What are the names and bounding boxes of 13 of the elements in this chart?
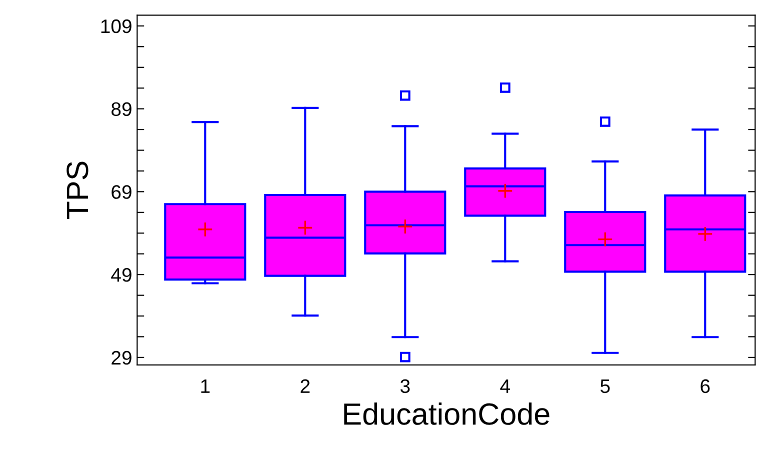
x-tick-label: 5 [600,380,610,394]
x-tick-label: 4 [500,380,510,393]
x-tick-label: 1 [201,380,210,393]
y-tick-label: 29 [112,350,132,365]
y-tick-label: 49 [111,268,132,282]
x-tick-label: 6 [700,379,710,394]
x-axis-title: EducationCode [344,402,550,425]
y-tick-label: 89 [112,102,132,116]
x-tick-label: 3 [400,379,410,394]
y-tick-label: 69 [112,185,132,199]
y-tick-label: 109 [101,19,132,34]
y-axis-title: TPS [66,162,88,220]
x-tick-label: 2 [300,379,310,393]
